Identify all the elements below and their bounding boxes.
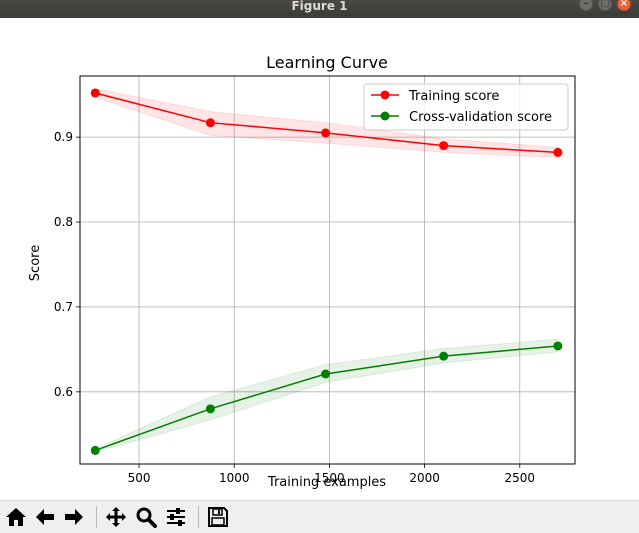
data-point-series-0 [553, 147, 563, 157]
y-tick-label: 0.7 [54, 300, 73, 314]
learning-curve-chart: 500 1000 1500 2000 2500 0.6 0.7 0.8 0.9 Learnin… [28, 53, 576, 490]
window-title: Figure 1 [291, 0, 348, 13]
data-point-series-0 [321, 128, 331, 138]
data-point-series-0 [90, 88, 100, 98]
data-point-series-0 [205, 118, 215, 128]
home-icon [6, 508, 26, 526]
series-points [90, 88, 563, 455]
back-arrow-icon [36, 509, 54, 525]
legend-box [363, 83, 569, 131]
data-point-series-1 [321, 369, 331, 379]
x-tick-label: 2000 [409, 471, 440, 485]
navigation-toolbar [0, 500, 639, 533]
legend-label-training: Training score [408, 89, 499, 104]
y-tick-label: 0.8 [54, 215, 73, 229]
data-point-series-1 [205, 404, 215, 414]
x-axis-ticks: 500 1000 1500 2000 2500 [128, 464, 535, 485]
grid-lines [80, 76, 575, 464]
maximize-button[interactable]: □ [598, 0, 612, 11]
chart-title: Learning Curve [266, 53, 388, 72]
subplots-config-button[interactable] [163, 504, 189, 530]
forward-button[interactable] [61, 504, 87, 530]
toolbar-separator [96, 506, 97, 528]
minimize-button[interactable]: – [579, 0, 593, 11]
back-button[interactable] [32, 504, 58, 530]
x-tick-label: 1000 [219, 471, 250, 485]
close-button[interactable]: × [617, 0, 631, 11]
figure-canvas[interactable]: 500 1000 1500 2000 2500 0.6 0.7 0.8 0.9 Learnin… [0, 18, 639, 500]
data-point-series-0 [439, 141, 449, 151]
subplots-config-icon [167, 508, 185, 526]
pan-button[interactable] [103, 504, 129, 530]
legend: Training score Cross-validation score [363, 83, 569, 131]
x-tick-label: 500 [128, 471, 151, 485]
data-point-series-1 [90, 445, 100, 455]
y-axis-label: Score [28, 245, 43, 281]
data-point-series-1 [553, 341, 563, 351]
toolbar-separator [198, 506, 199, 528]
y-tick-label: 0.9 [54, 130, 73, 144]
x-axis-label: Training examples [267, 475, 386, 490]
x-tick-label: 2500 [505, 471, 536, 485]
y-tick-label: 0.6 [54, 385, 73, 399]
home-button[interactable] [3, 504, 29, 530]
legend-marker-cross-validation [380, 111, 390, 121]
save-button[interactable] [205, 504, 231, 530]
legend-marker-training [380, 90, 390, 100]
zoom-button[interactable] [133, 504, 159, 530]
pan-icon [106, 507, 126, 527]
legend-label-cross-validation: Cross-validation score [409, 110, 552, 125]
y-axis-ticks: 0.6 0.7 0.8 0.9 [54, 130, 80, 399]
plot-frame [79, 75, 576, 465]
plot-background [80, 76, 575, 464]
forward-arrow-icon [65, 509, 83, 525]
window-titlebar: Figure 1 – □ × [0, 0, 639, 18]
zoom-icon [136, 507, 157, 528]
save-icon [208, 507, 228, 527]
band-series-0 [94, 88, 559, 159]
data-point-series-1 [439, 351, 449, 361]
x-tick-label: 1500 [314, 471, 345, 485]
